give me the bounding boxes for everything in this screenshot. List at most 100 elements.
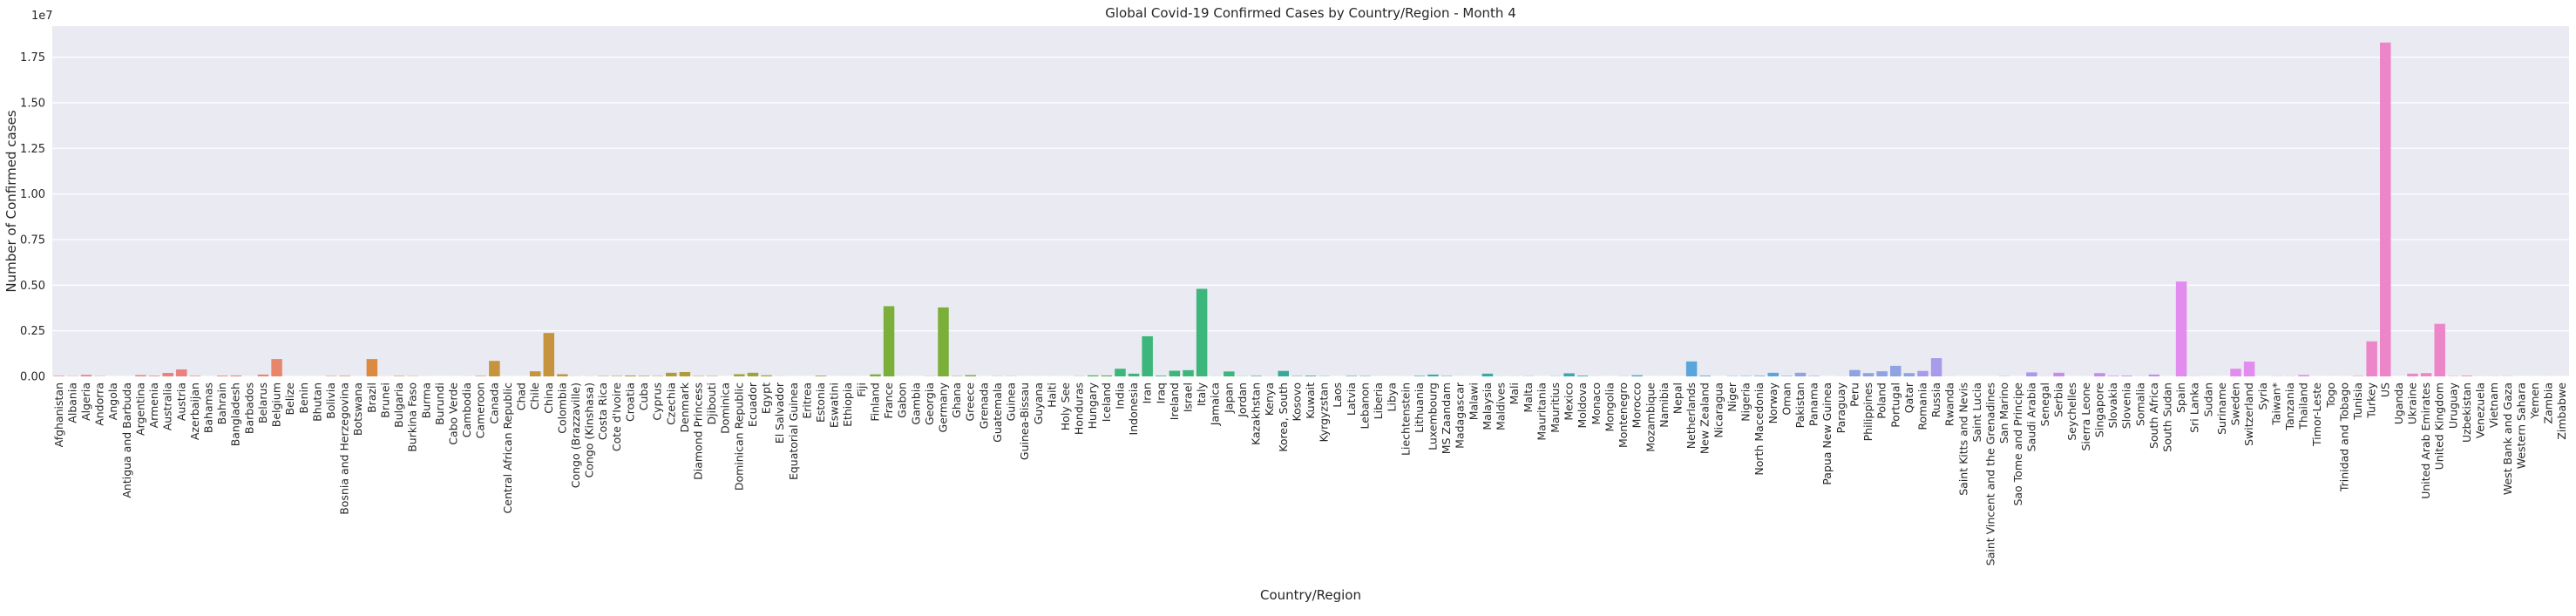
x-tick-label: Nicaragua bbox=[1712, 382, 1725, 438]
bar-india bbox=[1115, 369, 1125, 376]
x-tick-label: Brunei bbox=[378, 382, 391, 418]
x-tick-label: Belgium bbox=[270, 382, 283, 427]
x-tick-label: Uzbekistan bbox=[2460, 382, 2473, 443]
x-tick-label: Jamaica bbox=[1209, 382, 1222, 426]
x-tick-label: Chile bbox=[528, 382, 541, 410]
bar-mexico bbox=[1563, 373, 1574, 376]
x-tick-label: Sao Tome and Principe bbox=[2011, 382, 2024, 506]
x-tick-label: Algeria bbox=[79, 382, 92, 421]
x-tick-label: Mali bbox=[1508, 382, 1521, 404]
x-tick-label: Yemen bbox=[2528, 382, 2541, 419]
x-tick-label: United Kingdom bbox=[2433, 382, 2446, 470]
bar-canada bbox=[489, 361, 499, 376]
bar-philippines bbox=[1863, 373, 1874, 376]
x-tick-label: Romania bbox=[1915, 382, 1929, 430]
x-tick-label: Morocco bbox=[1630, 382, 1644, 428]
bar-korea-south bbox=[1278, 371, 1289, 376]
bar-serbia bbox=[2053, 373, 2064, 376]
x-tick-label: Ecuador bbox=[746, 382, 759, 427]
x-tick-label: Syria bbox=[2256, 382, 2269, 410]
bar-china bbox=[544, 333, 554, 376]
y-tick-label: 0.00 bbox=[20, 371, 45, 384]
x-tick-label: Fiji bbox=[855, 382, 868, 397]
x-tick-label: Andorra bbox=[93, 382, 106, 426]
y-tick-label: 0.50 bbox=[20, 280, 45, 293]
y-tick-label: 1.25 bbox=[20, 143, 45, 156]
x-tick-label: Madagascar bbox=[1454, 382, 1467, 449]
x-tick-label: Georgia bbox=[923, 382, 936, 425]
x-tick-label: Mauritius bbox=[1549, 382, 1562, 433]
y-tick-label: 0.25 bbox=[20, 325, 45, 338]
x-tick-label: Taiwan* bbox=[2269, 382, 2282, 426]
x-tick-label: Saint Vincent and the Grenadines bbox=[1984, 382, 1997, 565]
x-tick-label: Costa Rica bbox=[596, 382, 609, 440]
bar-luxembourg bbox=[1427, 375, 1438, 376]
x-tick-label: Australia bbox=[161, 382, 174, 430]
x-tick-label: Austria bbox=[174, 382, 187, 421]
x-tick-label: Kazakhstan bbox=[1250, 382, 1263, 445]
x-tick-label: Azerbaijan bbox=[188, 382, 201, 440]
x-tick-label: Djibouti bbox=[705, 382, 718, 424]
bar-peru bbox=[1849, 370, 1860, 376]
x-tick-label: Singapore bbox=[2092, 382, 2105, 437]
plot-background bbox=[52, 26, 2569, 376]
x-tick-label: Sudan bbox=[2201, 382, 2214, 416]
x-tick-label: Dominica bbox=[719, 382, 732, 434]
x-tick-label: Nepal bbox=[1671, 382, 1684, 414]
bar-france bbox=[884, 306, 894, 376]
x-tick-label: Montenegro bbox=[1617, 382, 1630, 448]
x-tick-label: United Arab Emirates bbox=[2419, 382, 2432, 499]
bar-malaysia bbox=[1482, 374, 1493, 376]
x-tick-label: Israel bbox=[1182, 382, 1195, 412]
x-tick-label: West Bank and Gaza bbox=[2501, 382, 2514, 495]
bar-pakistan bbox=[1795, 373, 1806, 376]
x-tick-label: Portugal bbox=[1888, 382, 1901, 428]
x-tick-label: Bosnia and Herzegovina bbox=[338, 382, 351, 515]
bar-japan bbox=[1224, 371, 1234, 376]
x-tick-label: Liechtenstein bbox=[1399, 382, 1412, 456]
x-tick-label: Netherlands bbox=[1685, 382, 1698, 449]
bar-singapore bbox=[2094, 373, 2105, 376]
y-axis-label: Number of Confirmed cases bbox=[3, 110, 19, 292]
x-tick-label: Ghana bbox=[950, 382, 963, 418]
y-axis-offset-label: 1e7 bbox=[31, 10, 53, 23]
x-tick-label: Cote d'Ivoire bbox=[610, 382, 623, 451]
x-tick-label: Botswana bbox=[351, 382, 364, 436]
x-tick-label: Luxembourg bbox=[1426, 382, 1439, 450]
x-tick-label: Korea, South bbox=[1277, 382, 1290, 452]
x-tick-label: Central African Republic bbox=[501, 382, 514, 514]
x-tick-label: Zambia bbox=[2542, 382, 2555, 423]
bar-belarus bbox=[258, 375, 268, 376]
bar-dominican-republic bbox=[734, 374, 744, 376]
x-tick-label: Finland bbox=[868, 382, 881, 422]
bar-indonesia bbox=[1129, 374, 1139, 376]
y-tick-label: 0.75 bbox=[20, 234, 45, 247]
bar-czechia bbox=[666, 373, 676, 376]
x-tick-label: Malaysia bbox=[1481, 382, 1494, 430]
x-tick-label: Burma bbox=[419, 382, 432, 418]
x-tick-label: Egypt bbox=[760, 382, 773, 414]
x-tick-label: Antigua and Barbuda bbox=[120, 382, 133, 498]
bar-us bbox=[2380, 43, 2390, 376]
x-tick-label: Kosovo bbox=[1290, 382, 1303, 421]
bar-brazil bbox=[367, 359, 377, 376]
x-tick-label: Germany bbox=[937, 382, 950, 432]
x-tick-label: Togo bbox=[2324, 382, 2337, 409]
bar-united-arab-emirates bbox=[2421, 373, 2431, 376]
x-tick-label: Somalia bbox=[2133, 382, 2146, 426]
bar-romania bbox=[1917, 371, 1928, 376]
x-tick-label: India bbox=[1113, 382, 1126, 410]
y-tick-label: 1.75 bbox=[20, 51, 45, 64]
x-tick-label: Philippines bbox=[1861, 382, 1874, 441]
x-tick-label: Bahamas bbox=[202, 382, 215, 433]
bar-switzerland bbox=[2244, 362, 2254, 376]
x-tick-label: Seychelles bbox=[2065, 382, 2078, 441]
bar-united-kingdom bbox=[2434, 324, 2444, 376]
x-tick-label: Croatia bbox=[623, 382, 636, 422]
x-tick-label: Cabo Verde bbox=[447, 382, 460, 445]
bar-norway bbox=[1768, 373, 1779, 376]
x-tick-label: Bahrain bbox=[215, 382, 228, 424]
x-tick-label: Malta bbox=[1522, 382, 1535, 412]
x-tick-label: Serbia bbox=[2052, 382, 2065, 417]
